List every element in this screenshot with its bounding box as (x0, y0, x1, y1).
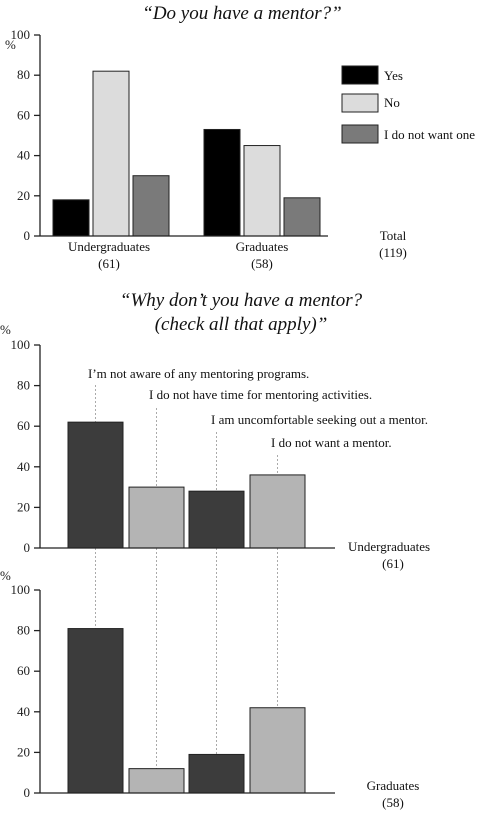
grad-panel-label: Graduates (367, 778, 420, 793)
legend-swatch-no (341, 93, 379, 113)
grad-panel-y-tick-label: 0 (24, 785, 31, 800)
legend: Yes No I do not want one (341, 65, 475, 144)
mentor-chart-y-tick-label: 80 (17, 67, 30, 82)
reason-guide-lines (95, 385, 278, 769)
mentor-chart-title: “Do you have a mentor?” (142, 3, 341, 24)
reason-label-uncomfortable: I am uncomfortable seeking out a mentor. (211, 412, 428, 427)
mentor-chart-y-tick-label: 100 (11, 27, 31, 42)
grad-panel-count: (58) (382, 795, 404, 810)
undergrad-panel-y-tick-label: 40 (17, 459, 30, 474)
grad-bar-reason-4 (249, 707, 306, 794)
mentor-chart-y-tick-label: 40 (17, 148, 30, 163)
legend-label-yes: Yes (384, 68, 403, 83)
reasons-chart: “Why don’t you have a mentor? (check all… (0, 290, 430, 810)
undergrad-bar-reason-3 (188, 490, 245, 549)
undergrad-panel-y-tick-label: 80 (17, 378, 30, 393)
grad-bar-reason-3 (188, 753, 245, 794)
grad-bar-reason-1 (67, 628, 124, 794)
undergrad-panel-label: Undergraduates (348, 539, 430, 554)
bar-undergraduates-i-do-not-want-one (132, 175, 170, 237)
undergrad-panel-bars (67, 421, 306, 549)
undergrad-panel-y-tick-label: 60 (17, 418, 30, 433)
grad-panel-y-tick-label: 20 (17, 744, 30, 759)
bar-undergraduates-yes (52, 199, 90, 237)
legend-swatch-yes (341, 65, 379, 85)
grad-panel-y-tick-label: 40 (17, 704, 30, 719)
reason-label-not-aware: I’m not aware of any mentoring programs. (88, 366, 309, 381)
grad-panel-y-tick-label: 80 (17, 623, 30, 638)
undergrad-bar-reason-1 (67, 421, 124, 549)
reasons-chart-title-line2: (check all that apply)” (155, 314, 328, 335)
mentor-chart: “Do you have a mentor?” % 0 20 40 60 80 100 U… (5, 3, 475, 271)
undergrad-panel-y-tick-label: 0 (24, 540, 31, 555)
legend-swatch-do-not-want (341, 124, 379, 144)
category-count-undergraduates: (61) (98, 256, 120, 271)
undergrad-bar-reason-2 (128, 486, 185, 549)
reason-label-do-not-want: I do not want a mentor. (271, 435, 392, 450)
mentor-chart-y-tick-label: 60 (17, 107, 30, 122)
undergrad-panel-y-tick-label: 20 (17, 499, 30, 514)
undergrad-bar-reason-4 (249, 474, 306, 549)
reasons-chart-title-line1: “Why don’t you have a mentor? (120, 290, 363, 311)
grad-bar-reason-2 (128, 768, 185, 794)
grad-panel-y-tick-label: 100 (11, 582, 31, 597)
undergrad-panel-count: (61) (382, 556, 404, 571)
legend-label-do-not-want: I do not want one (384, 127, 475, 142)
undergrad-panel-y-axis: 0 20 40 60 80 100 (11, 337, 40, 555)
legend-label-no: No (384, 95, 400, 110)
undergrad-panel-y-tick-label: 100 (11, 337, 31, 352)
mentor-chart-y-axis: 0 20 40 60 80 100 (11, 27, 40, 243)
grad-panel-y-tick-label: 60 (17, 663, 30, 678)
mentor-chart-ylabel: % (5, 37, 16, 52)
grad-panel-y-axis: 0 20 40 60 80 100 (11, 582, 40, 800)
undergrad-panel-ylabel: % (0, 322, 11, 337)
grad-panel-ylabel: % (0, 568, 11, 583)
reason-label-no-time: I do not have time for mentoring activit… (149, 387, 372, 402)
bar-graduates-yes (203, 128, 241, 237)
category-label-undergraduates: Undergraduates (68, 239, 150, 254)
total-label: Total (380, 228, 407, 243)
mentor-chart-bars (52, 70, 321, 237)
bar-graduates-no (243, 145, 281, 237)
total-count: (119) (379, 245, 407, 260)
bar-undergraduates-no (92, 70, 130, 237)
category-label-graduates: Graduates (236, 239, 289, 254)
bar-graduates-i-do-not-want-one (283, 197, 321, 237)
mentor-chart-y-tick-label: 0 (24, 228, 31, 243)
mentor-chart-y-tick-label: 20 (17, 188, 30, 203)
grad-panel-bars (67, 628, 306, 794)
category-count-graduates: (58) (251, 256, 273, 271)
